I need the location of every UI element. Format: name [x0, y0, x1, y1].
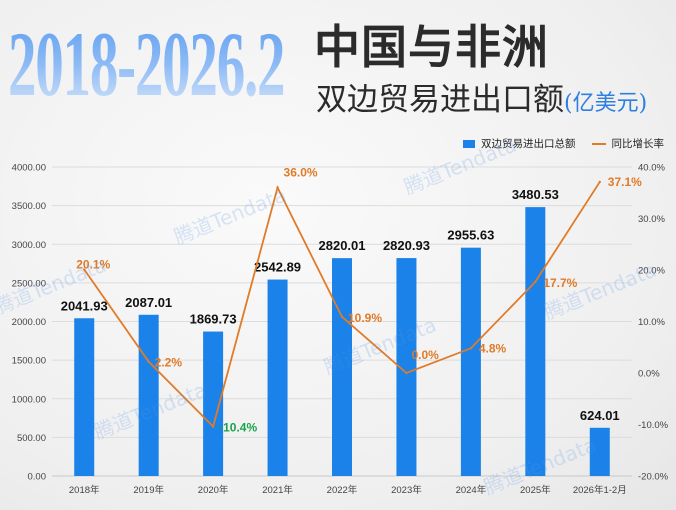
legend-line-label: 同比增长率 — [611, 138, 665, 150]
legend-line-swatch — [591, 142, 606, 145]
x-axis-tick: 2022年 — [327, 484, 358, 496]
bar-value-label: 2542.89 — [254, 260, 301, 275]
left-axis-tick: 3000.00 — [12, 240, 46, 251]
right-axis-tick: 20.0% — [638, 266, 665, 277]
title-years: 2018-2026.2 — [8, 13, 286, 115]
bar — [138, 314, 159, 476]
growth-label: 2.2% — [155, 356, 183, 370]
right-axis-tick: -10.0% — [638, 420, 669, 431]
right-axis-tick: -20.0% — [638, 472, 669, 483]
left-axis-tick: 500.00 — [17, 433, 46, 444]
growth-point — [147, 360, 150, 363]
x-axis-tick: 2025年 — [520, 484, 551, 496]
growth-point — [469, 347, 473, 350]
left-axis-tick: 1000.00 — [12, 394, 46, 405]
growth-point — [276, 186, 279, 189]
growth-label: -10.4% — [219, 421, 257, 435]
left-axis-tick: 3500.00 — [12, 201, 46, 212]
left-axis-tick: 0.00 — [28, 472, 47, 483]
x-axis-tick: 2019年 — [133, 484, 164, 496]
growth-label: 36.0% — [284, 166, 318, 180]
bar-value-label: 2041.93 — [61, 298, 108, 313]
bar — [267, 279, 288, 476]
x-axis-tick: 2024年 — [456, 484, 487, 496]
left-axis-tick: 4000.00 — [12, 163, 46, 174]
bar-value-label: 2820.01 — [319, 238, 366, 253]
growth-point — [340, 315, 344, 319]
bar — [332, 258, 352, 476]
right-axis-tick: 0.0% — [638, 369, 660, 380]
left-axis-tick: 2500.00 — [12, 278, 46, 289]
x-axis-tick: 2021年 — [262, 484, 293, 496]
bar — [589, 427, 610, 476]
growth-point — [211, 425, 215, 428]
bar — [74, 318, 95, 476]
bar-value-label: 1869.73 — [190, 312, 237, 327]
bar-value-label: 2087.01 — [125, 295, 172, 310]
x-axis-tick: 2023年 — [391, 484, 422, 496]
growth-label: 0.0% — [411, 348, 439, 362]
growth-label: 17.7% — [543, 276, 577, 290]
legend-bar-label: 双边贸易进出口总额 — [481, 138, 576, 150]
title-sub-text: 双边贸易进出口额 — [316, 82, 564, 118]
bar-value-label: 624.01 — [580, 408, 620, 423]
growth-label: 37.1% — [608, 175, 642, 189]
growth-label: 10.9% — [348, 311, 382, 325]
growth-point — [598, 180, 601, 184]
title-sub: 双边贸易进出口额(亿美元) — [316, 80, 647, 124]
right-axis-tick: 40.0% — [638, 163, 665, 174]
bar — [396, 258, 417, 476]
growth-point — [83, 268, 86, 271]
x-axis-tick: 2018年 — [69, 484, 100, 496]
bar — [460, 247, 481, 476]
legend: 双边贸易进出口总额 同比增长率 — [463, 136, 664, 151]
bar-value-label: 3480.53 — [512, 187, 559, 202]
growth-label: 20.1% — [76, 257, 110, 271]
right-axis-tick: 30.0% — [638, 214, 665, 225]
bar-value-label: 2820.93 — [383, 238, 430, 253]
title-unit: (亿美元) — [564, 91, 648, 116]
growth-point — [405, 371, 408, 375]
title-main: 中国与非洲 — [314, 20, 549, 74]
left-axis-tick: 1500.00 — [12, 356, 46, 367]
x-axis-tick: 2026年1-2月 — [573, 484, 627, 496]
left-axis-tick: 2000.00 — [12, 317, 46, 328]
legend-bar-swatch — [463, 139, 475, 148]
growth-label: 4.8% — [479, 341, 507, 355]
right-axis-tick: 10.0% — [638, 317, 665, 328]
x-axis-tick: 2020年 — [198, 484, 229, 496]
bar — [525, 207, 546, 476]
growth-point — [534, 280, 537, 284]
bar-value-label: 2955.63 — [447, 228, 494, 243]
bar — [203, 331, 224, 476]
